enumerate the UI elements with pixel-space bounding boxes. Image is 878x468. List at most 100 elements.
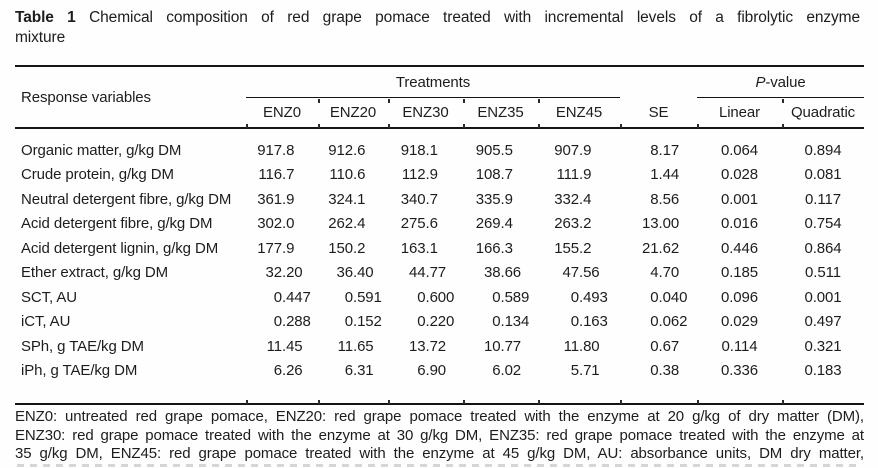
value-cell: 269.4 [475, 215, 513, 233]
value-cell: 11.45 [266, 337, 303, 355]
pvalue-italic-p: P [755, 73, 766, 91]
value-cell: 0.67 [650, 337, 680, 355]
value-cell: 361.9 [257, 190, 295, 208]
value-cell: 0.064 [720, 141, 759, 159]
value-cell: 0.493 [570, 288, 608, 306]
row-label: Acid detergent lignin, g/kg DM [21, 239, 219, 257]
value-cell: 275.6 [400, 215, 438, 233]
value-cell: 150.2 [328, 239, 366, 257]
value-cell: 0.220 [417, 313, 455, 331]
value-cell: 11.65 [337, 337, 374, 355]
table-caption-number: Table 1 [15, 9, 76, 26]
value-cell: 0.600 [417, 288, 455, 306]
col-header-enz30: ENZ30 [388, 97, 463, 129]
row-label: Crude protein, g/kg DM [21, 166, 174, 184]
value-cell: 332.4 [554, 190, 592, 208]
table-caption-line2: mixture [15, 28, 66, 46]
col-header-linear: Linear [697, 97, 783, 129]
table-row: SPh, g TAE/kg DM 11.45 11.65 13.72 10.77 11.8… [15, 334, 864, 359]
column-rule-tick [318, 123, 320, 128]
value-cell: 0.016 [720, 215, 759, 233]
value-cell: 38.66 [484, 264, 522, 282]
value-cell: 0.288 [273, 313, 311, 331]
value-cell: 340.7 [400, 190, 438, 208]
value-cell: 112.9 [401, 166, 438, 184]
se-gap-cell [620, 66, 697, 98]
value-cell: 0.589 [492, 288, 530, 306]
value-cell: 8.17 [650, 141, 680, 159]
table-row: Acid detergent fibre, g/kg DM 302.0 262.4 2… [15, 212, 864, 237]
value-cell: 0.446 [720, 239, 759, 257]
column-rule-tick [463, 123, 465, 128]
value-cell: 6.26 [273, 362, 303, 380]
column-rule-tick [620, 123, 622, 128]
col-header-enz45: ENZ45 [538, 97, 621, 129]
value-cell: 0.185 [720, 264, 759, 282]
col-header-response-variables: Response variables [15, 66, 246, 129]
row-label: iPh, g TAE/kg DM [21, 362, 138, 380]
column-rule-tick [388, 99, 390, 103]
value-cell: 47.56 [562, 264, 600, 282]
table-row: Organic matter, g/kg DM 917.8 912.6 918.1 90… [15, 128, 864, 163]
value-cell: 108.7 [475, 166, 513, 184]
row-label: Acid detergent fibre, g/kg DM [21, 215, 213, 233]
row-label: iCT, AU [21, 313, 71, 331]
data-table: Response variables Treatments P-value EN… [15, 65, 865, 405]
table-row: iPh, g TAE/kg DM 6.26 6.31 6.90 6.02 5.71 0.38… [15, 359, 864, 405]
footnote-line: 35 g/kg DM, ENZ45: red grape pomace trea… [15, 445, 864, 463]
column-rule-tick [620, 399, 622, 404]
value-cell: 0.864 [804, 239, 842, 257]
value-cell: 0.591 [344, 288, 382, 306]
value-cell: 1.44 [650, 166, 680, 184]
row-label: SPh, g TAE/kg DM [21, 337, 144, 355]
value-cell: 4.70 [650, 264, 680, 282]
footnote-line: ENZ30: red grape pomace treated with the… [15, 426, 864, 444]
column-rule-tick [538, 99, 540, 103]
column-rule-tick [246, 399, 248, 404]
value-cell: 44.77 [409, 264, 447, 282]
value-cell: 111.9 [556, 166, 592, 184]
table-caption-line1: Table 1 Chemical composition of red grap… [15, 8, 860, 28]
value-cell: 0.511 [805, 264, 841, 282]
value-cell: 0.028 [720, 166, 759, 184]
value-cell: 13.00 [642, 215, 680, 233]
value-cell: 0.117 [805, 190, 841, 208]
value-cell: 0.081 [804, 166, 842, 184]
column-rule-tick [697, 399, 699, 404]
column-rule-tick [782, 123, 784, 128]
value-cell: 0.497 [804, 313, 842, 331]
value-cell: 0.152 [344, 313, 382, 331]
value-cell: 907.9 [554, 141, 592, 159]
col-header-enz20: ENZ20 [318, 97, 388, 129]
value-cell: 917.8 [257, 141, 295, 159]
value-cell: 0.336 [720, 362, 759, 380]
value-cell: 36.40 [336, 264, 374, 282]
column-rule-tick [782, 99, 784, 103]
column-rule-tick [463, 399, 465, 404]
row-label: Ether extract, g/kg DM [21, 264, 169, 282]
table-footnote: ENZ0: untreated red grape pomace, ENZ20:… [15, 408, 864, 464]
header-column-row: ENZ0 ENZ20 ENZ30 ENZ35 ENZ45 SE Linear Q… [15, 97, 865, 129]
value-cell: 6.31 [344, 362, 374, 380]
value-cell: 163.1 [400, 239, 438, 257]
value-cell: 0.321 [804, 337, 842, 355]
value-cell: 116.7 [258, 166, 295, 184]
value-cell: 5.71 [570, 362, 600, 380]
value-cell: 8.56 [650, 190, 680, 208]
value-cell: 0.38 [650, 362, 680, 380]
footnote-line: ENZ0: untreated red grape pomace, ENZ20:… [15, 408, 864, 425]
data-table-wrap: Response variables Treatments P-value EN… [15, 65, 865, 405]
col-header-enz35: ENZ35 [463, 97, 538, 129]
value-cell: 10.77 [484, 337, 522, 355]
col-group-treatments: Treatments [246, 66, 621, 98]
column-rule-tick [538, 123, 540, 128]
value-cell: 177.9 [257, 239, 295, 257]
column-rule-tick [697, 123, 699, 128]
value-cell: 0.114 [721, 337, 758, 355]
row-label: Neutral detergent fibre, g/kg DM [21, 190, 232, 208]
value-cell: 302.0 [257, 215, 295, 233]
value-cell: 335.9 [475, 190, 513, 208]
value-cell: 11.80 [563, 337, 600, 355]
column-rule-tick [463, 99, 465, 103]
